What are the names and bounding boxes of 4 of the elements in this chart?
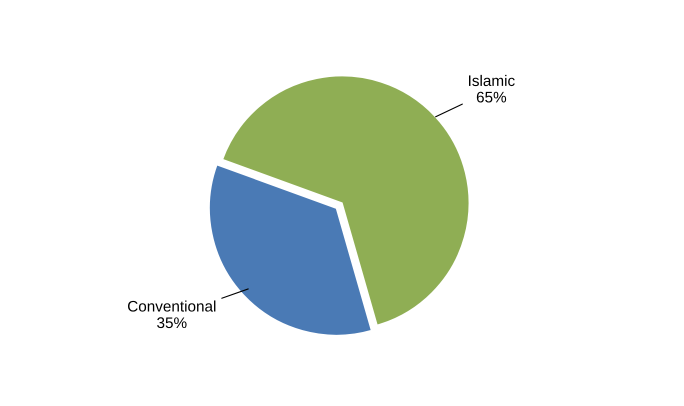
data-label: 35%: [157, 317, 187, 328]
data-label: 65%: [476, 92, 506, 103]
slice-label: Conventional: [128, 300, 216, 312]
slice-label: Islamic: [469, 74, 515, 86]
